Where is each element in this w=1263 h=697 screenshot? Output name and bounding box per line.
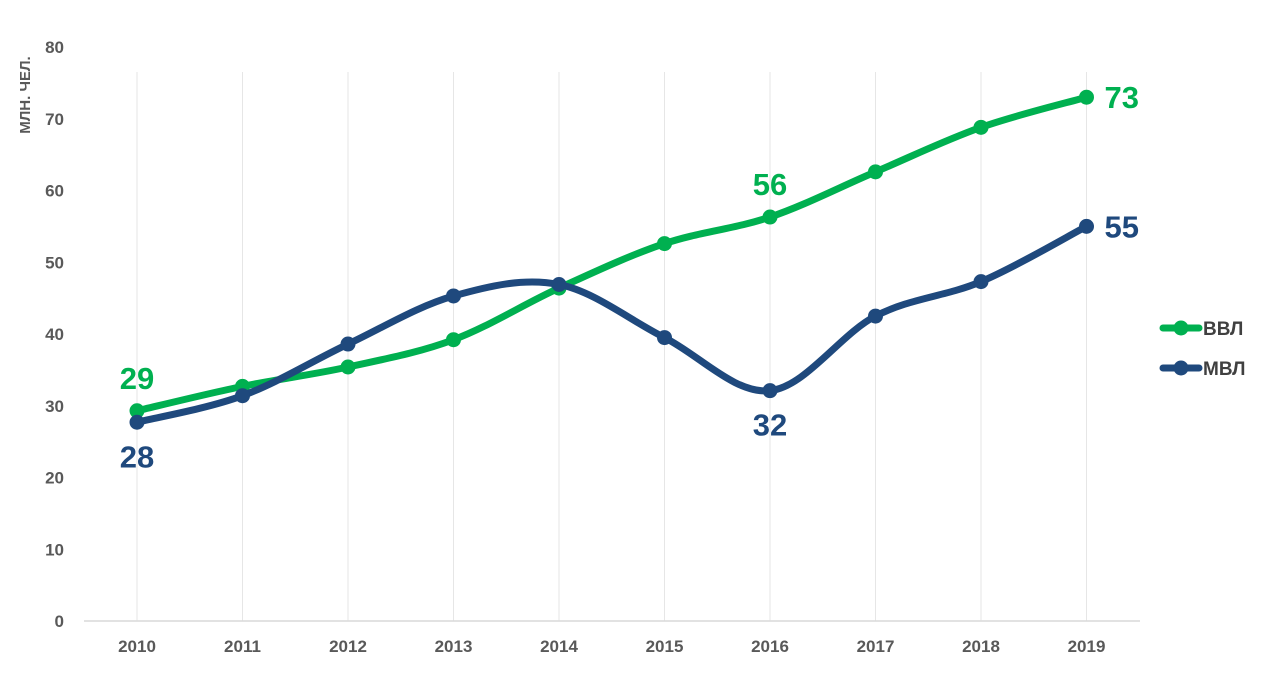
series-mvl-label-2016: 32 <box>753 408 787 443</box>
data-labels: 29 56 73 28 32 55 <box>120 80 1139 474</box>
grid-lines <box>136 72 1087 621</box>
series-mvl-line <box>133 222 1090 426</box>
series-vvl-point-2019 <box>1079 89 1094 105</box>
y-tick-20: 20 <box>45 469 64 488</box>
y-tick-70: 70 <box>45 110 64 129</box>
y-tick-0: 0 <box>55 612 64 631</box>
series-mvl-point-2012 <box>340 336 356 352</box>
legend-item-mvl: МВЛ <box>1159 359 1245 380</box>
series-lines <box>129 89 1094 430</box>
series-vvl-label-2016: 56 <box>753 167 787 202</box>
x-tick-2014: 2014 <box>540 637 578 656</box>
x-tick-2018: 2018 <box>962 637 1000 656</box>
series-vvl-point-2010 <box>129 403 145 419</box>
series-vvl-line <box>133 93 1090 415</box>
series-mvl-point-2010 <box>129 414 145 430</box>
y-tick-60: 60 <box>45 182 64 201</box>
legend-item-vvl: ВВЛ <box>1159 319 1243 340</box>
x-tick-labels: 2010 2011 2012 2013 2014 2015 2016 2017 2018 2019 <box>118 637 1105 656</box>
x-tick-2015: 2015 <box>646 637 684 656</box>
legend-swatch-marker <box>1173 360 1189 376</box>
y-tick-50: 50 <box>45 253 64 272</box>
series-mvl-point-2017 <box>868 308 883 324</box>
series-mvl-point-2011 <box>235 388 250 404</box>
y-tick-80: 80 <box>45 38 64 57</box>
x-tick-2017: 2017 <box>857 637 895 656</box>
series-vvl-label-2019: 73 <box>1105 80 1139 115</box>
series-mvl-point-2019 <box>1079 218 1094 234</box>
series-mvl-point-2014 <box>551 276 567 292</box>
series-mvl-point-2013 <box>446 288 461 304</box>
x-tick-2016: 2016 <box>751 637 789 656</box>
series-mvl-label-2010: 28 <box>120 439 154 474</box>
series-mvl-point-2015 <box>657 330 672 346</box>
legend-label: МВЛ <box>1203 359 1245 380</box>
series-vvl-point-2012 <box>340 359 356 375</box>
series-mvl-point-2016 <box>762 383 778 399</box>
y-tick-30: 30 <box>45 397 64 416</box>
series-mvl-label-2019: 55 <box>1105 209 1139 244</box>
series-mvl <box>129 218 1094 430</box>
x-tick-2010: 2010 <box>118 637 156 656</box>
y-tick-10: 10 <box>45 540 64 559</box>
series-vvl <box>129 89 1094 419</box>
series-vvl-point-2015 <box>657 236 672 252</box>
series-vvl-label-2010: 29 <box>120 361 154 396</box>
x-tick-2019: 2019 <box>1068 637 1106 656</box>
series-vvl-point-2016 <box>762 209 778 225</box>
x-tick-2012: 2012 <box>329 637 367 656</box>
y-tick-40: 40 <box>45 325 64 344</box>
series-vvl-point-2018 <box>973 119 989 135</box>
series-vvl-point-2017 <box>868 164 883 180</box>
x-tick-2013: 2013 <box>435 637 473 656</box>
x-tick-2011: 2011 <box>224 637 261 656</box>
series-vvl-point-2013 <box>446 332 461 348</box>
legend: ВВЛ МВЛ <box>1159 319 1245 380</box>
legend-label: ВВЛ <box>1203 319 1243 340</box>
legend-swatch-marker <box>1173 320 1189 336</box>
series-mvl-point-2018 <box>973 274 989 290</box>
y-tick-labels: 0 10 20 30 40 50 60 70 80 <box>45 38 64 631</box>
y-axis-label: МЛН. ЧЕЛ. <box>17 56 34 133</box>
